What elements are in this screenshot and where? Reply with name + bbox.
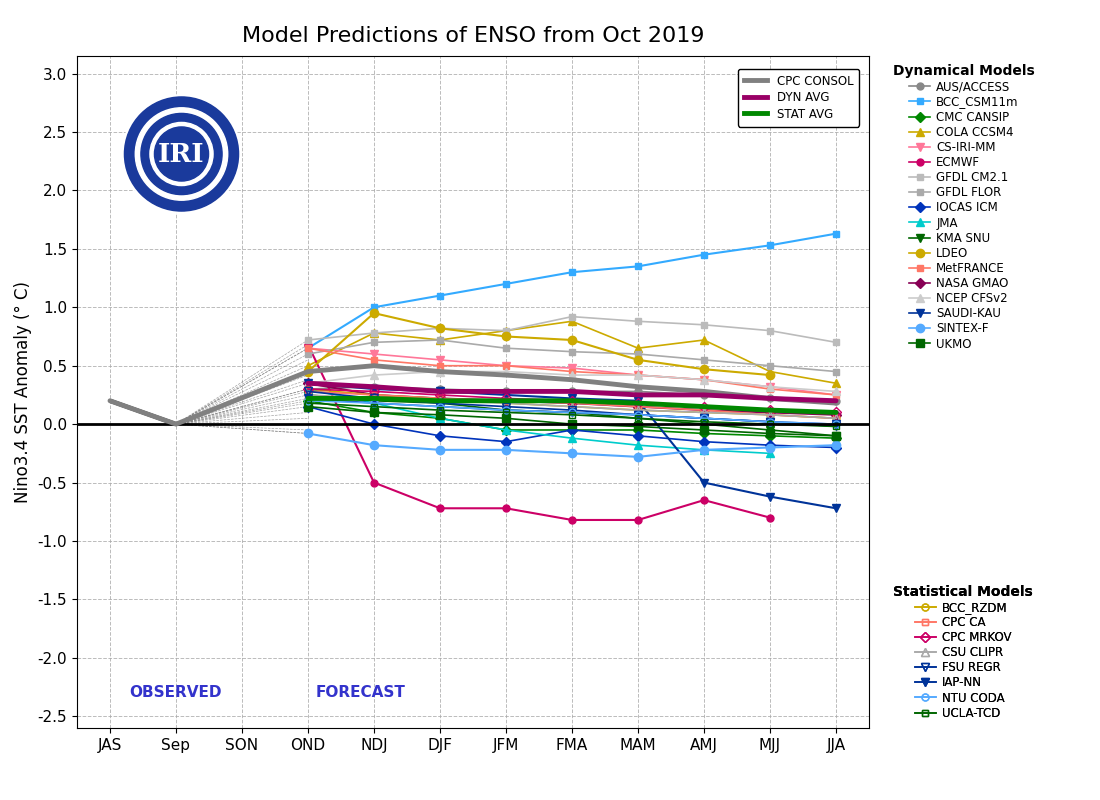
Circle shape [122,95,241,213]
Circle shape [141,114,222,194]
Text: OBSERVED: OBSERVED [130,686,222,701]
Text: IRI: IRI [158,142,205,166]
Text: FORECAST: FORECAST [316,686,406,701]
Title: Model Predictions of ENSO from Oct 2019: Model Predictions of ENSO from Oct 2019 [242,26,704,46]
Circle shape [125,98,238,210]
Circle shape [150,122,213,186]
Y-axis label: Nino3.4 SST Anomaly (° C): Nino3.4 SST Anomaly (° C) [14,281,32,503]
Legend: BCC_RZDM, CPC CA, CPC MRKOV, CSU CLIPR, FSU REGR, IAP-NN, NTU CODA, UCLA-TCD: BCC_RZDM, CPC CA, CPC MRKOV, CSU CLIPR, … [891,582,1035,722]
Circle shape [135,108,228,200]
Circle shape [154,127,209,181]
